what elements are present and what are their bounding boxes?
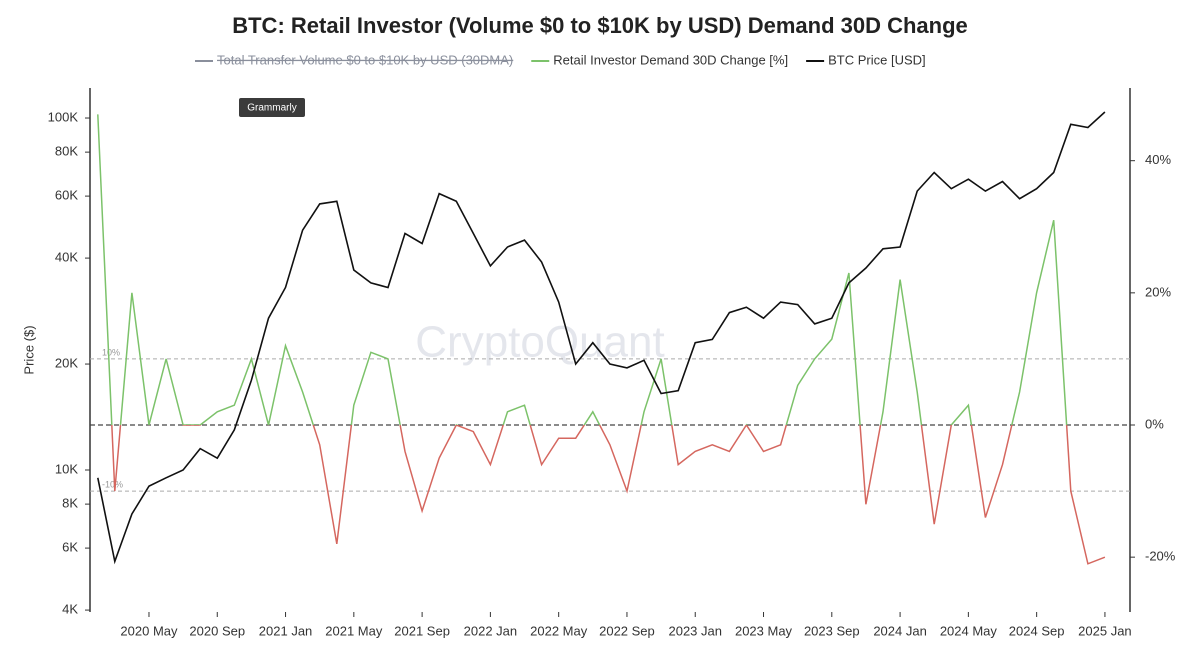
demand-line-negative xyxy=(111,424,1106,565)
legend-label: Total Transfer Volume $0 to $10K by USD … xyxy=(217,52,513,67)
x-tick-label: 2022 Jan xyxy=(464,623,518,638)
price-line xyxy=(97,111,1106,565)
tooltip-label: Grammarly xyxy=(247,103,296,114)
x-tick-label: 2020 May xyxy=(120,623,178,638)
x-tick-label: 2023 May xyxy=(735,623,793,638)
y-tick-label: 10K xyxy=(55,461,78,476)
x-tick-label: 2023 Jan xyxy=(668,623,722,638)
y-axis-label: Price ($) xyxy=(21,325,36,374)
x-tick-label: 2024 May xyxy=(940,623,998,638)
x-tick-label: 2024 Sep xyxy=(1009,623,1065,638)
legend-label: BTC Price [USD] xyxy=(828,52,926,67)
x-tick-label: 2021 May xyxy=(325,623,383,638)
x-tick-label: 2020 Sep xyxy=(189,623,245,638)
legend-label: Retail Investor Demand 30D Change [%] xyxy=(553,52,788,67)
x-tick-label: 2022 May xyxy=(530,623,588,638)
x-tick-label: 2024 Jan xyxy=(873,623,927,638)
y-tick-label: 80K xyxy=(55,144,78,159)
x-tick-label: 2025 Jan xyxy=(1078,623,1132,638)
y2-tick-label: -20% xyxy=(1145,549,1176,564)
y-tick-label: 20K xyxy=(55,355,78,370)
y-tick-label: 4K xyxy=(62,602,78,617)
x-tick-label: 2022 Sep xyxy=(599,623,655,638)
y-tick-label: 60K xyxy=(55,188,78,203)
demand-line-positive xyxy=(97,114,1068,425)
y2-tick-label: 20% xyxy=(1145,284,1171,299)
y-tick-label: 8K xyxy=(62,496,78,511)
y2-tick-label: 40% xyxy=(1145,152,1171,167)
y2-tick-label: 0% xyxy=(1145,416,1164,431)
chart-title: BTC: Retail Investor (Volume $0 to $10K … xyxy=(232,13,968,38)
x-tick-label: 2021 Jan xyxy=(259,623,313,638)
reference-label: -10% xyxy=(102,479,123,489)
reference-label: 10% xyxy=(102,347,120,357)
y-tick-label: 6K xyxy=(62,540,78,555)
x-tick-label: 2021 Sep xyxy=(394,623,450,638)
x-tick-label: 2023 Sep xyxy=(804,623,860,638)
tooltip-box xyxy=(239,98,305,117)
y-tick-label: 40K xyxy=(55,250,78,265)
y-tick-label: 100K xyxy=(48,109,79,124)
